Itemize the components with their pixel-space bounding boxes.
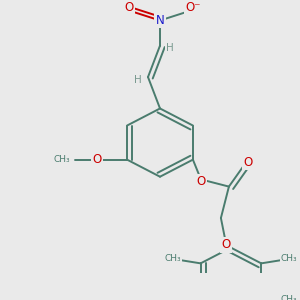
Text: O⁻: O⁻ xyxy=(185,1,201,13)
Text: H: H xyxy=(134,75,142,85)
Text: N: N xyxy=(156,14,164,27)
Text: O: O xyxy=(221,238,230,251)
Text: O: O xyxy=(243,156,253,169)
Text: O: O xyxy=(196,175,206,188)
Text: O: O xyxy=(92,153,102,166)
Text: CH₃: CH₃ xyxy=(164,254,181,263)
Text: CH₃: CH₃ xyxy=(281,254,298,263)
Text: CH₃: CH₃ xyxy=(53,155,70,164)
Text: H: H xyxy=(166,43,174,53)
Text: O: O xyxy=(124,1,134,13)
Text: CH₃: CH₃ xyxy=(281,295,298,300)
